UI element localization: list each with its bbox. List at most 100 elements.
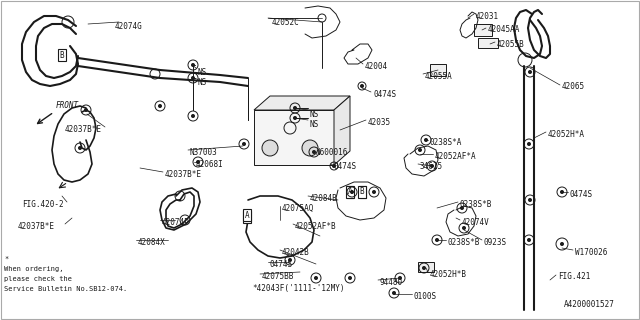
Text: 42031: 42031 — [476, 12, 499, 21]
Text: FIG.420-2: FIG.420-2 — [22, 200, 63, 209]
Text: NS: NS — [198, 68, 207, 77]
Circle shape — [288, 258, 292, 262]
Circle shape — [191, 76, 195, 80]
Text: B: B — [360, 188, 364, 196]
Circle shape — [424, 138, 428, 142]
Circle shape — [360, 84, 364, 88]
Text: *42043F('1111-'12MY): *42043F('1111-'12MY) — [252, 284, 344, 293]
Circle shape — [242, 142, 246, 146]
Circle shape — [78, 146, 82, 150]
Text: A: A — [348, 188, 352, 196]
Text: W170026: W170026 — [575, 248, 607, 257]
Text: 42055B: 42055B — [497, 40, 525, 49]
Text: NS: NS — [198, 78, 207, 87]
Text: When ordering,: When ordering, — [4, 266, 63, 272]
Circle shape — [560, 242, 564, 246]
Circle shape — [332, 164, 336, 168]
Text: 42075BB: 42075BB — [262, 272, 294, 281]
Text: 42052AF*A: 42052AF*A — [435, 152, 477, 161]
Circle shape — [460, 206, 464, 210]
Circle shape — [435, 238, 439, 242]
Polygon shape — [254, 96, 350, 110]
Circle shape — [293, 116, 297, 120]
Circle shape — [422, 266, 426, 270]
Bar — [254, 110, 334, 165]
Text: 42074V: 42074V — [462, 218, 490, 227]
Text: A: A — [348, 188, 352, 196]
Circle shape — [392, 291, 396, 295]
Text: NS: NS — [310, 120, 319, 129]
Circle shape — [528, 70, 532, 74]
Circle shape — [560, 190, 564, 194]
Text: 0238S*B: 0238S*B — [460, 200, 492, 209]
Text: 42074P: 42074P — [162, 218, 189, 227]
Text: 0474S: 0474S — [333, 162, 356, 171]
Circle shape — [527, 238, 531, 242]
Circle shape — [191, 63, 195, 67]
Text: A4200001527: A4200001527 — [564, 300, 615, 309]
Text: 42052H*B: 42052H*B — [430, 270, 467, 279]
Text: 42068I: 42068I — [196, 160, 224, 169]
Text: B: B — [60, 51, 64, 60]
Text: please check the: please check the — [4, 276, 72, 282]
Bar — [478, 38, 498, 48]
Text: A: A — [244, 212, 250, 221]
Text: 42065: 42065 — [562, 82, 585, 91]
Text: 0474S: 0474S — [570, 190, 593, 199]
Text: 0238S*A: 0238S*A — [430, 138, 462, 147]
Text: 42042B: 42042B — [282, 248, 310, 257]
Text: 0474S: 0474S — [270, 260, 293, 269]
Circle shape — [527, 142, 531, 146]
Text: B: B — [361, 188, 365, 196]
Bar — [418, 262, 434, 272]
Text: 42084B: 42084B — [310, 194, 338, 203]
Circle shape — [372, 190, 376, 194]
Text: 42037B*E: 42037B*E — [65, 125, 102, 134]
Text: 94480: 94480 — [380, 278, 403, 287]
Text: 42052C: 42052C — [272, 18, 300, 27]
Circle shape — [348, 276, 352, 280]
Text: 42052H*A: 42052H*A — [548, 130, 585, 139]
Circle shape — [418, 148, 422, 152]
Text: 42004: 42004 — [365, 62, 388, 71]
Text: 42074G: 42074G — [115, 22, 143, 31]
Text: 42055A: 42055A — [425, 72, 452, 81]
Text: A: A — [244, 211, 250, 220]
Circle shape — [528, 198, 532, 202]
Circle shape — [462, 226, 466, 230]
Circle shape — [302, 140, 318, 156]
Text: 0474S: 0474S — [373, 90, 396, 99]
Text: 0923S: 0923S — [484, 238, 507, 247]
Text: FRONT: FRONT — [56, 101, 79, 110]
Circle shape — [430, 164, 434, 168]
Circle shape — [191, 114, 195, 118]
Text: 42045AA: 42045AA — [488, 25, 520, 34]
Text: 42075AQ: 42075AQ — [282, 204, 314, 213]
Text: 42084X: 42084X — [138, 238, 166, 247]
Circle shape — [262, 140, 278, 156]
Circle shape — [312, 150, 316, 154]
Text: 42035: 42035 — [368, 118, 391, 127]
Text: *: * — [4, 256, 8, 262]
Circle shape — [158, 104, 162, 108]
Circle shape — [350, 190, 354, 194]
Text: 42037B*E: 42037B*E — [18, 222, 55, 231]
Text: N600016: N600016 — [316, 148, 348, 157]
Circle shape — [293, 106, 297, 110]
Circle shape — [84, 108, 88, 112]
Circle shape — [196, 160, 200, 164]
Text: N37003: N37003 — [190, 148, 218, 157]
Text: NS: NS — [310, 110, 319, 119]
Circle shape — [398, 276, 402, 280]
Polygon shape — [334, 96, 350, 165]
Bar — [430, 64, 446, 76]
Bar — [474, 24, 492, 36]
Text: 42052AF*B: 42052AF*B — [295, 222, 337, 231]
Text: Service Bulletin No.SB12-074.: Service Bulletin No.SB12-074. — [4, 286, 127, 292]
Text: 34615: 34615 — [420, 162, 443, 171]
Text: 42037B*E: 42037B*E — [165, 170, 202, 179]
Text: 0238S*B: 0238S*B — [448, 238, 481, 247]
Text: FIG.421: FIG.421 — [558, 272, 590, 281]
Text: 0100S: 0100S — [414, 292, 437, 301]
Circle shape — [314, 276, 318, 280]
